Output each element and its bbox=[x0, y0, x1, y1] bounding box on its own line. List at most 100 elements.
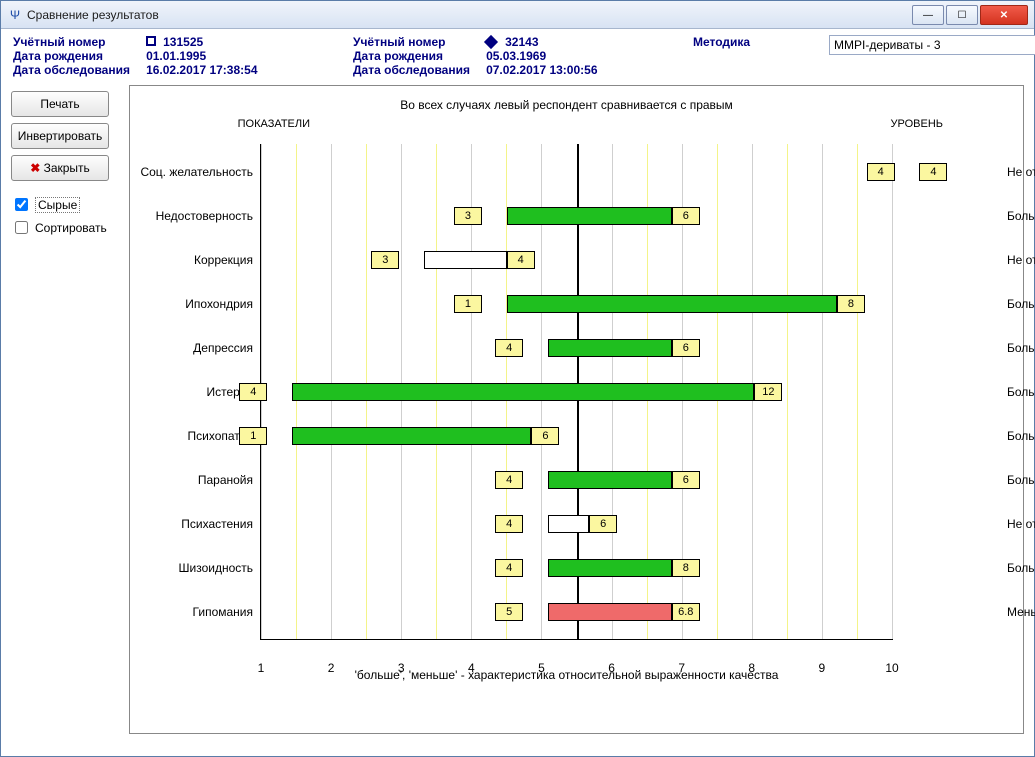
bar-track: 46 bbox=[259, 339, 1002, 357]
sort-checkbox[interactable]: Сортировать bbox=[11, 218, 129, 237]
row-level: Больше bbox=[1007, 429, 1035, 443]
right-value-box: 6 bbox=[672, 207, 700, 225]
exam-label: Дата обследования bbox=[353, 63, 483, 77]
method-block: Методика bbox=[693, 35, 1035, 77]
row-label: Шизоидность bbox=[131, 561, 259, 575]
row-level: Больше bbox=[1007, 209, 1035, 223]
square-marker-icon bbox=[146, 36, 156, 46]
subject-left: Учётный номер 131525 Дата рождения 01.01… bbox=[13, 35, 313, 77]
sort-checkbox-input[interactable] bbox=[15, 221, 28, 234]
bar-track: 34 bbox=[259, 251, 1002, 269]
row-label: Соц. желательность bbox=[131, 165, 259, 179]
row-label: Ипохондрия bbox=[131, 297, 259, 311]
axis-tick: 9 bbox=[819, 661, 826, 675]
left-value-box: 4 bbox=[239, 383, 267, 401]
bar bbox=[292, 383, 754, 401]
account-label: Учётный номер bbox=[13, 35, 143, 49]
invert-button[interactable]: Инвертировать bbox=[11, 123, 109, 149]
app-icon: Ψ bbox=[7, 7, 23, 23]
right-value-box: 12 bbox=[754, 383, 782, 401]
left-value-box: 4 bbox=[495, 471, 523, 489]
chart-row: Шизоидность48Больше bbox=[131, 546, 1002, 590]
right-value-box: 6 bbox=[672, 471, 700, 489]
bar bbox=[507, 295, 837, 313]
row-label: Паранойя bbox=[131, 473, 259, 487]
axis-tick: 10 bbox=[885, 661, 898, 675]
bar bbox=[424, 251, 507, 269]
bar-track: 48 bbox=[259, 559, 1002, 577]
window-title: Сравнение результатов bbox=[27, 8, 912, 22]
app-window: Ψ Сравнение результатов — ☐ ✕ Учётный но… bbox=[0, 0, 1035, 757]
row-label: Коррекция bbox=[131, 253, 259, 267]
row-level: Не отличаются bbox=[1007, 517, 1035, 531]
raw-checkbox[interactable]: Сырые bbox=[11, 195, 129, 214]
chart-row: Психопатия16Больше bbox=[131, 414, 1002, 458]
bar-track: 16 bbox=[259, 427, 1002, 445]
chart-row: Психастения46Не отличаются bbox=[131, 502, 1002, 546]
row-level: Больше bbox=[1007, 561, 1035, 575]
right-value-box: 8 bbox=[837, 295, 865, 313]
chart-row: Депрессия46Больше bbox=[131, 326, 1002, 370]
exam-label: Дата обследования bbox=[13, 63, 143, 77]
bar bbox=[548, 515, 589, 533]
bar bbox=[507, 207, 672, 225]
axis-tick: 8 bbox=[748, 661, 755, 675]
axis-tick: 3 bbox=[398, 661, 405, 675]
dob-value: 01.01.1995 bbox=[146, 49, 206, 63]
exam-value: 07.02.2017 13:00:56 bbox=[486, 63, 597, 77]
method-input[interactable] bbox=[829, 35, 1035, 55]
dob-label: Дата рождения bbox=[13, 49, 143, 63]
raw-checkbox-input[interactable] bbox=[15, 198, 28, 211]
row-level: Не отличаются bbox=[1007, 165, 1035, 179]
axis-tick: 4 bbox=[468, 661, 475, 675]
left-value-box: 4 bbox=[495, 339, 523, 357]
row-level: Больше bbox=[1007, 473, 1035, 487]
window-controls: — ☐ ✕ bbox=[912, 1, 1034, 28]
bar-track: 18 bbox=[259, 295, 1002, 313]
axis-tick: 6 bbox=[608, 661, 615, 675]
axis-tick: 5 bbox=[538, 661, 545, 675]
bar-track: 36 bbox=[259, 207, 1002, 225]
chart-row: Паранойя46Больше bbox=[131, 458, 1002, 502]
account-label: Учётный номер bbox=[353, 35, 483, 49]
subject-right: Учётный номер 32143 Дата рождения 05.03.… bbox=[353, 35, 653, 77]
axis-tick: 7 bbox=[678, 661, 685, 675]
right-value-box: 6 bbox=[589, 515, 617, 533]
chart-row: Гипомания56.8Меньше bbox=[131, 590, 1002, 634]
close-button[interactable]: Закрыть bbox=[11, 155, 109, 181]
right-value-box: 8 bbox=[672, 559, 700, 577]
row-label: Психастения bbox=[131, 517, 259, 531]
right-value-box: 6 bbox=[531, 427, 559, 445]
right-value-box: 4 bbox=[507, 251, 535, 269]
dob-label: Дата рождения bbox=[353, 49, 483, 63]
raw-checkbox-label: Сырые bbox=[35, 197, 80, 213]
left-value-box: 4 bbox=[495, 559, 523, 577]
maximize-button[interactable]: ☐ bbox=[946, 5, 978, 25]
minimize-button[interactable]: — bbox=[912, 5, 944, 25]
row-label: Гипомания bbox=[131, 605, 259, 619]
print-button[interactable]: Печать bbox=[11, 91, 109, 117]
bar-track: 56.8 bbox=[259, 603, 1002, 621]
left-value-box: 1 bbox=[454, 295, 482, 313]
indicators-header: ПОКАЗАТЕЛИ bbox=[180, 118, 310, 130]
left-value-box: 4 bbox=[495, 515, 523, 533]
bar-track: 46 bbox=[259, 471, 1002, 489]
account-value: 32143 bbox=[505, 35, 538, 49]
chart-row: Недостоверность36Больше bbox=[131, 194, 1002, 238]
left-value-box: 3 bbox=[371, 251, 399, 269]
sidebar: Печать Инвертировать Закрыть Сырые Сорти… bbox=[11, 85, 129, 734]
row-label: Депрессия bbox=[131, 341, 259, 355]
chart-row: Истерия412Больше bbox=[131, 370, 1002, 414]
titlebar: Ψ Сравнение результатов — ☐ ✕ bbox=[1, 1, 1034, 29]
left-value-box: 3 bbox=[454, 207, 482, 225]
right-value-box: 4 bbox=[919, 163, 947, 181]
bar bbox=[548, 471, 672, 489]
info-header: Учётный номер 131525 Дата рождения 01.01… bbox=[1, 29, 1034, 81]
row-label: Недостоверность bbox=[131, 209, 259, 223]
left-value-box: 5 bbox=[495, 603, 523, 621]
chart-panel: Во всех случаях левый респондент сравнив… bbox=[129, 85, 1024, 734]
chart-row: Коррекция34Не отличаются bbox=[131, 238, 1002, 282]
window-close-button[interactable]: ✕ bbox=[980, 5, 1028, 25]
method-label: Методика bbox=[693, 35, 823, 49]
bar bbox=[548, 603, 672, 621]
